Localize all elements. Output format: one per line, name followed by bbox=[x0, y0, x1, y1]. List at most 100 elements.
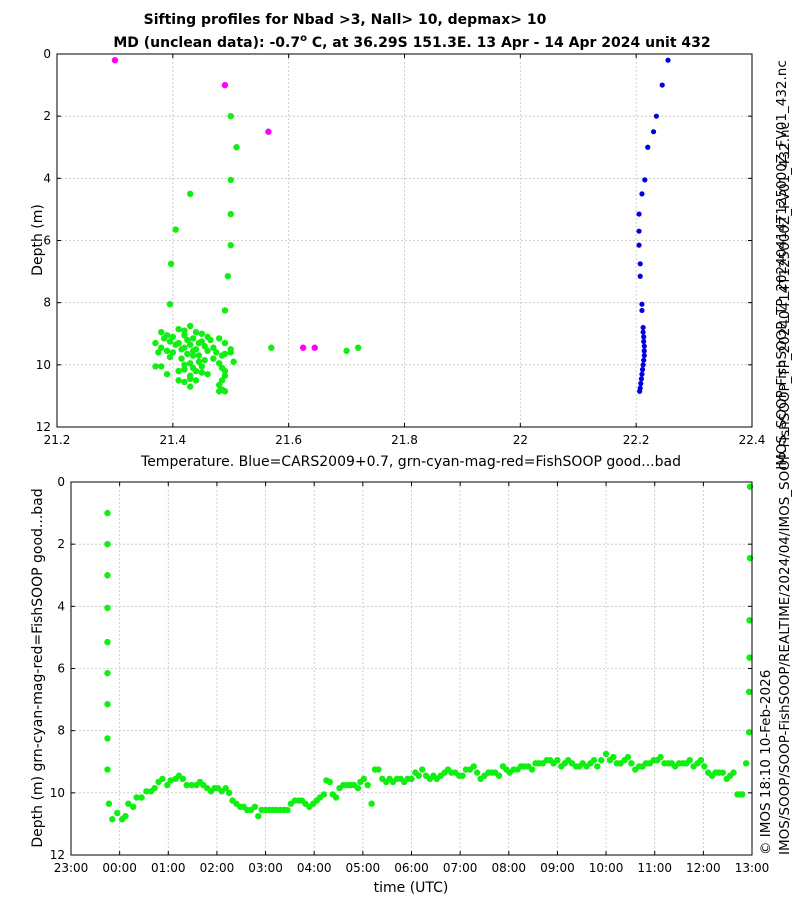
top-series-0-point bbox=[637, 388, 643, 394]
bottom-series-0-point bbox=[104, 509, 111, 517]
top-series-1-point bbox=[215, 388, 223, 395]
top-series-1-point bbox=[189, 335, 197, 342]
bottom-x-tick-label: 00:00 bbox=[102, 861, 137, 875]
top-series-0-point bbox=[641, 334, 647, 340]
credit-path-label: IMOS/SOOP/SOOP-FishSOOP/REALTIME/2024/04… bbox=[777, 122, 793, 855]
top-series-1-point bbox=[166, 338, 174, 345]
bottom-plot-frame bbox=[70, 481, 753, 856]
top-series-1-point bbox=[172, 341, 179, 348]
bottom-series-0-point bbox=[701, 763, 708, 770]
top-series-2-point bbox=[299, 344, 307, 351]
bottom-series-0-point bbox=[459, 772, 466, 779]
bottom-x-tick-label: 09:00 bbox=[540, 861, 575, 875]
bottom-series-0-point bbox=[742, 760, 750, 767]
top-series-2-point bbox=[221, 81, 229, 89]
top-series-1-point bbox=[187, 322, 194, 330]
bottom-series-0-point bbox=[104, 540, 111, 548]
top-series-1-point bbox=[187, 360, 194, 367]
bottom-series-0-point bbox=[368, 800, 375, 807]
top-series-1-point bbox=[166, 301, 174, 308]
bottom-x-tick-label: 13:00 bbox=[735, 861, 770, 875]
bottom-series-0-point bbox=[104, 766, 111, 773]
top-series-1-point bbox=[155, 349, 162, 356]
top-series-1-point bbox=[195, 352, 203, 359]
bottom-series-0-point bbox=[745, 729, 753, 736]
top-series-0-point bbox=[642, 177, 648, 183]
credit-label: © IMOS 18:10 10-Feb-2026 bbox=[758, 670, 774, 855]
bottom-x-tick-label: 23:00 bbox=[54, 861, 89, 875]
top-series-1-point bbox=[184, 336, 191, 344]
bottom-series-0-point bbox=[408, 775, 415, 783]
top-series-1-point bbox=[215, 381, 223, 389]
top-series-1-point bbox=[169, 349, 177, 356]
bottom-y-tick-label: 2 bbox=[57, 537, 65, 551]
top-x-tick-label: 21.8 bbox=[391, 433, 418, 447]
top-series-0-point bbox=[659, 82, 665, 88]
top-series-1-point bbox=[221, 372, 229, 379]
top-series-1-point bbox=[221, 307, 229, 314]
bottom-points bbox=[104, 483, 754, 823]
bottom-series-0-point bbox=[473, 769, 481, 776]
bottom-x-tick-label: 01:00 bbox=[151, 861, 186, 875]
top-series-1-point bbox=[181, 366, 188, 373]
bottom-series-0-point bbox=[470, 763, 477, 770]
bottom-series-0-point bbox=[360, 775, 368, 783]
bottom-series-0-point bbox=[130, 803, 137, 811]
bottom-y-tick-label: 0 bbox=[57, 475, 65, 489]
top-series-2-point bbox=[311, 344, 318, 351]
bottom-series-0-point bbox=[697, 757, 705, 764]
bottom-grid bbox=[71, 482, 752, 855]
top-series-0-point bbox=[637, 261, 643, 267]
bottom-x-axis-label: time (UTC) bbox=[374, 880, 449, 896]
top-series-0-point bbox=[639, 191, 645, 197]
top-series-0-point bbox=[636, 211, 642, 217]
bottom-x-tick-label: 02:00 bbox=[200, 861, 235, 875]
top-series-1-point bbox=[187, 190, 194, 198]
bottom-y-tick-label: 6 bbox=[57, 662, 65, 676]
top-series-1-point bbox=[163, 370, 171, 378]
top-series-1-point bbox=[227, 349, 234, 356]
top-x-tick-label: 22 bbox=[513, 433, 528, 447]
bottom-series-0-point bbox=[730, 769, 737, 776]
top-series-1-point bbox=[218, 377, 226, 384]
top-series-1-point bbox=[221, 339, 229, 347]
bottom-series-0-point bbox=[284, 806, 291, 814]
top-series-1-point bbox=[227, 176, 234, 184]
top-series-1-point bbox=[152, 363, 159, 370]
bottom-series-0-point bbox=[594, 763, 601, 770]
top-series-1-point bbox=[218, 352, 226, 359]
top-series-1-point bbox=[198, 369, 205, 376]
bottom-y-tick-label: 4 bbox=[57, 599, 65, 613]
top-series-1-point bbox=[192, 377, 200, 384]
top-series-0-point bbox=[641, 348, 647, 354]
top-series-1-point bbox=[189, 364, 197, 372]
top-series-1-point bbox=[192, 329, 200, 336]
top-points bbox=[111, 57, 671, 395]
bottom-series-0-point bbox=[624, 753, 632, 761]
top-series-0-point bbox=[641, 343, 647, 349]
top-series-0-point bbox=[641, 338, 647, 345]
bottom-series-0-point bbox=[554, 757, 561, 764]
file-path-label: IMOS_SOOP-FishSOOP_TP_20240414T125000Z_F… bbox=[774, 60, 790, 470]
bottom-series-0-point bbox=[739, 791, 746, 798]
bottom-series-0-point bbox=[167, 777, 174, 784]
bottom-series-0-point bbox=[188, 781, 195, 789]
bottom-series-0-point bbox=[143, 788, 150, 795]
top-y-tick-label: 8 bbox=[43, 296, 51, 310]
top-series-1-point bbox=[189, 347, 197, 355]
top-series-0-point bbox=[637, 273, 643, 279]
top-series-1-point bbox=[178, 355, 185, 362]
bottom-series-0-point bbox=[746, 654, 753, 661]
top-series-1-point bbox=[175, 377, 182, 384]
top-series-0-point bbox=[641, 357, 647, 363]
top-series-2-point bbox=[111, 57, 119, 64]
bottom-series-0-point bbox=[320, 791, 328, 798]
top-series-1-point bbox=[215, 335, 223, 342]
bottom-series-0-point bbox=[104, 735, 111, 742]
top-x-tick-label: 21.6 bbox=[275, 433, 302, 447]
top-series-0-point bbox=[665, 57, 671, 63]
bottom-series-0-point bbox=[105, 800, 113, 807]
chart-title: Sifting profiles for Nbad >3, Nall> 10, … bbox=[144, 12, 547, 28]
top-series-1-point bbox=[215, 360, 223, 367]
bottom-y-axis-label: Depth (m) grn-cyan-mag-red=FishSOOP good… bbox=[30, 488, 46, 847]
